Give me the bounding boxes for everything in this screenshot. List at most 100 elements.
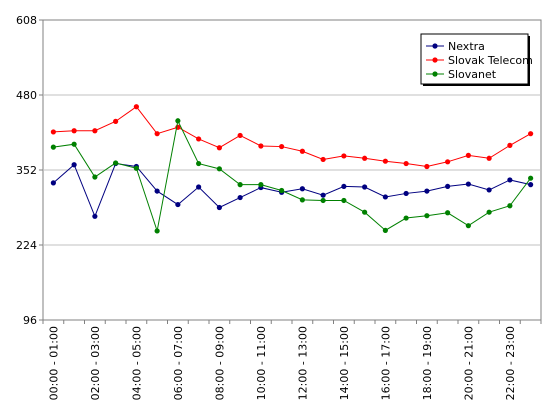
x-tick-label: 02:00 - 03:00 [89, 326, 102, 400]
data-point-slovanet [154, 228, 160, 234]
legend-marker-slovak-telecom [432, 57, 438, 63]
series-line-nextra [53, 163, 531, 218]
data-point-nextra [445, 183, 451, 190]
x-tick-label: 12:00 - 13:00 [296, 326, 309, 400]
x-tick-label: 08:00 - 09:00 [213, 326, 226, 400]
series-group [50, 104, 534, 234]
series-line-slovak-telecom [53, 106, 531, 167]
data-point-slovak-telecom [424, 163, 430, 170]
data-point-slovanet [465, 223, 471, 229]
data-point-nextra [486, 187, 492, 193]
data-point-slovak-telecom [154, 131, 160, 137]
data-point-slovak-telecom [50, 129, 56, 135]
x-tick-label: 10:00 - 11:00 [255, 326, 268, 400]
data-point-nextra [362, 184, 368, 190]
legend-shadow-bottom [423, 84, 530, 86]
data-point-nextra [50, 180, 56, 186]
data-point-slovak-telecom [196, 136, 202, 142]
data-point-slovanet [382, 227, 388, 233]
x-tick-label: 06:00 - 07:00 [172, 326, 185, 400]
data-point-slovak-telecom [258, 143, 264, 149]
data-point-slovanet [299, 197, 305, 203]
data-point-slovak-telecom [92, 128, 98, 134]
data-point-slovak-telecom [71, 128, 77, 134]
data-point-slovak-telecom [465, 152, 471, 158]
data-point-nextra [299, 186, 305, 192]
x-tick-label: 18:00 - 19:00 [421, 326, 434, 400]
gridlines [43, 94, 541, 246]
x-tick-label: 04:00 - 05:00 [130, 326, 143, 400]
data-point-slovanet [216, 166, 222, 172]
legend-marker-nextra [432, 43, 438, 49]
data-point-slovak-telecom [237, 132, 243, 139]
data-point-slovak-telecom [341, 153, 347, 159]
legend-box [420, 33, 529, 85]
data-point-slovak-telecom [403, 160, 409, 167]
data-point-slovanet [175, 118, 181, 124]
legend-label-slovak-telecom: Slovak Telecom [448, 54, 533, 67]
data-point-slovak-telecom [320, 156, 326, 163]
data-point-nextra [71, 162, 77, 168]
data-point-nextra [216, 204, 222, 211]
data-point-slovanet [237, 182, 243, 188]
series-slovanet [50, 118, 534, 234]
data-point-nextra [175, 201, 181, 208]
data-point-slovanet [258, 182, 264, 188]
legend-shadow-right [528, 36, 530, 86]
y-tick-label: 96 [23, 314, 37, 327]
data-point-slovanet [341, 197, 347, 204]
data-point-slovak-telecom [507, 142, 513, 148]
data-point-slovak-telecom [113, 118, 119, 124]
data-point-slovak-telecom [279, 143, 285, 150]
data-point-nextra [320, 192, 326, 198]
data-point-slovak-telecom [362, 155, 368, 161]
data-point-slovanet [528, 175, 534, 181]
x-tick-label: 16:00 - 17:00 [379, 326, 392, 400]
data-point-nextra [528, 182, 534, 188]
data-point-slovak-telecom [445, 159, 451, 165]
data-point-nextra [382, 194, 388, 200]
data-point-nextra [237, 194, 243, 201]
series-line-slovanet [53, 119, 532, 233]
data-point-nextra [196, 184, 202, 190]
data-point-slovak-telecom [382, 158, 388, 164]
data-point-slovak-telecom [486, 155, 492, 161]
data-point-slovanet [403, 215, 409, 221]
data-point-slovanet [486, 209, 492, 215]
data-point-slovak-telecom [133, 104, 139, 110]
data-point-slovanet [113, 160, 119, 166]
data-point-slovanet [507, 203, 513, 209]
data-point-slovanet [71, 141, 77, 147]
x-tick-label: 22:00 - 23:00 [504, 326, 517, 400]
y-tick-label: 224 [16, 239, 37, 252]
legend-label-nextra: Nextra [448, 40, 485, 53]
series-slovak-telecom [50, 104, 534, 170]
data-point-nextra [154, 188, 160, 194]
x-tick-label: 20:00 - 21:00 [462, 326, 475, 400]
y-tick-label: 608 [16, 14, 37, 27]
x-axis: 00:00 - 01:00 02:00 - 03:00 04:00 - 05:00 0… [42, 320, 542, 400]
data-point-slovanet [362, 209, 368, 215]
data-point-nextra [92, 213, 98, 219]
x-tick-label: 14:00 - 15:00 [338, 326, 351, 400]
data-point-nextra [507, 177, 513, 183]
data-point-slovanet [50, 144, 56, 150]
x-tick-label: 00:00 - 01:00 [47, 326, 60, 400]
data-point-nextra [424, 188, 430, 194]
data-point-slovanet [445, 210, 451, 216]
data-point-nextra [341, 183, 347, 190]
y-axis: 96 224 352 480 608 [16, 14, 43, 327]
data-point-nextra [465, 181, 471, 187]
y-tick-label: 352 [16, 164, 37, 177]
data-point-slovanet [92, 174, 98, 180]
data-point-slovanet [424, 213, 430, 219]
data-point-slovanet [279, 187, 285, 194]
y-tick-label: 480 [16, 89, 37, 102]
data-point-slovak-telecom [299, 148, 305, 154]
legend-marker-slovanet [432, 71, 438, 77]
data-point-slovak-telecom [216, 145, 222, 151]
data-point-slovanet [196, 160, 202, 167]
